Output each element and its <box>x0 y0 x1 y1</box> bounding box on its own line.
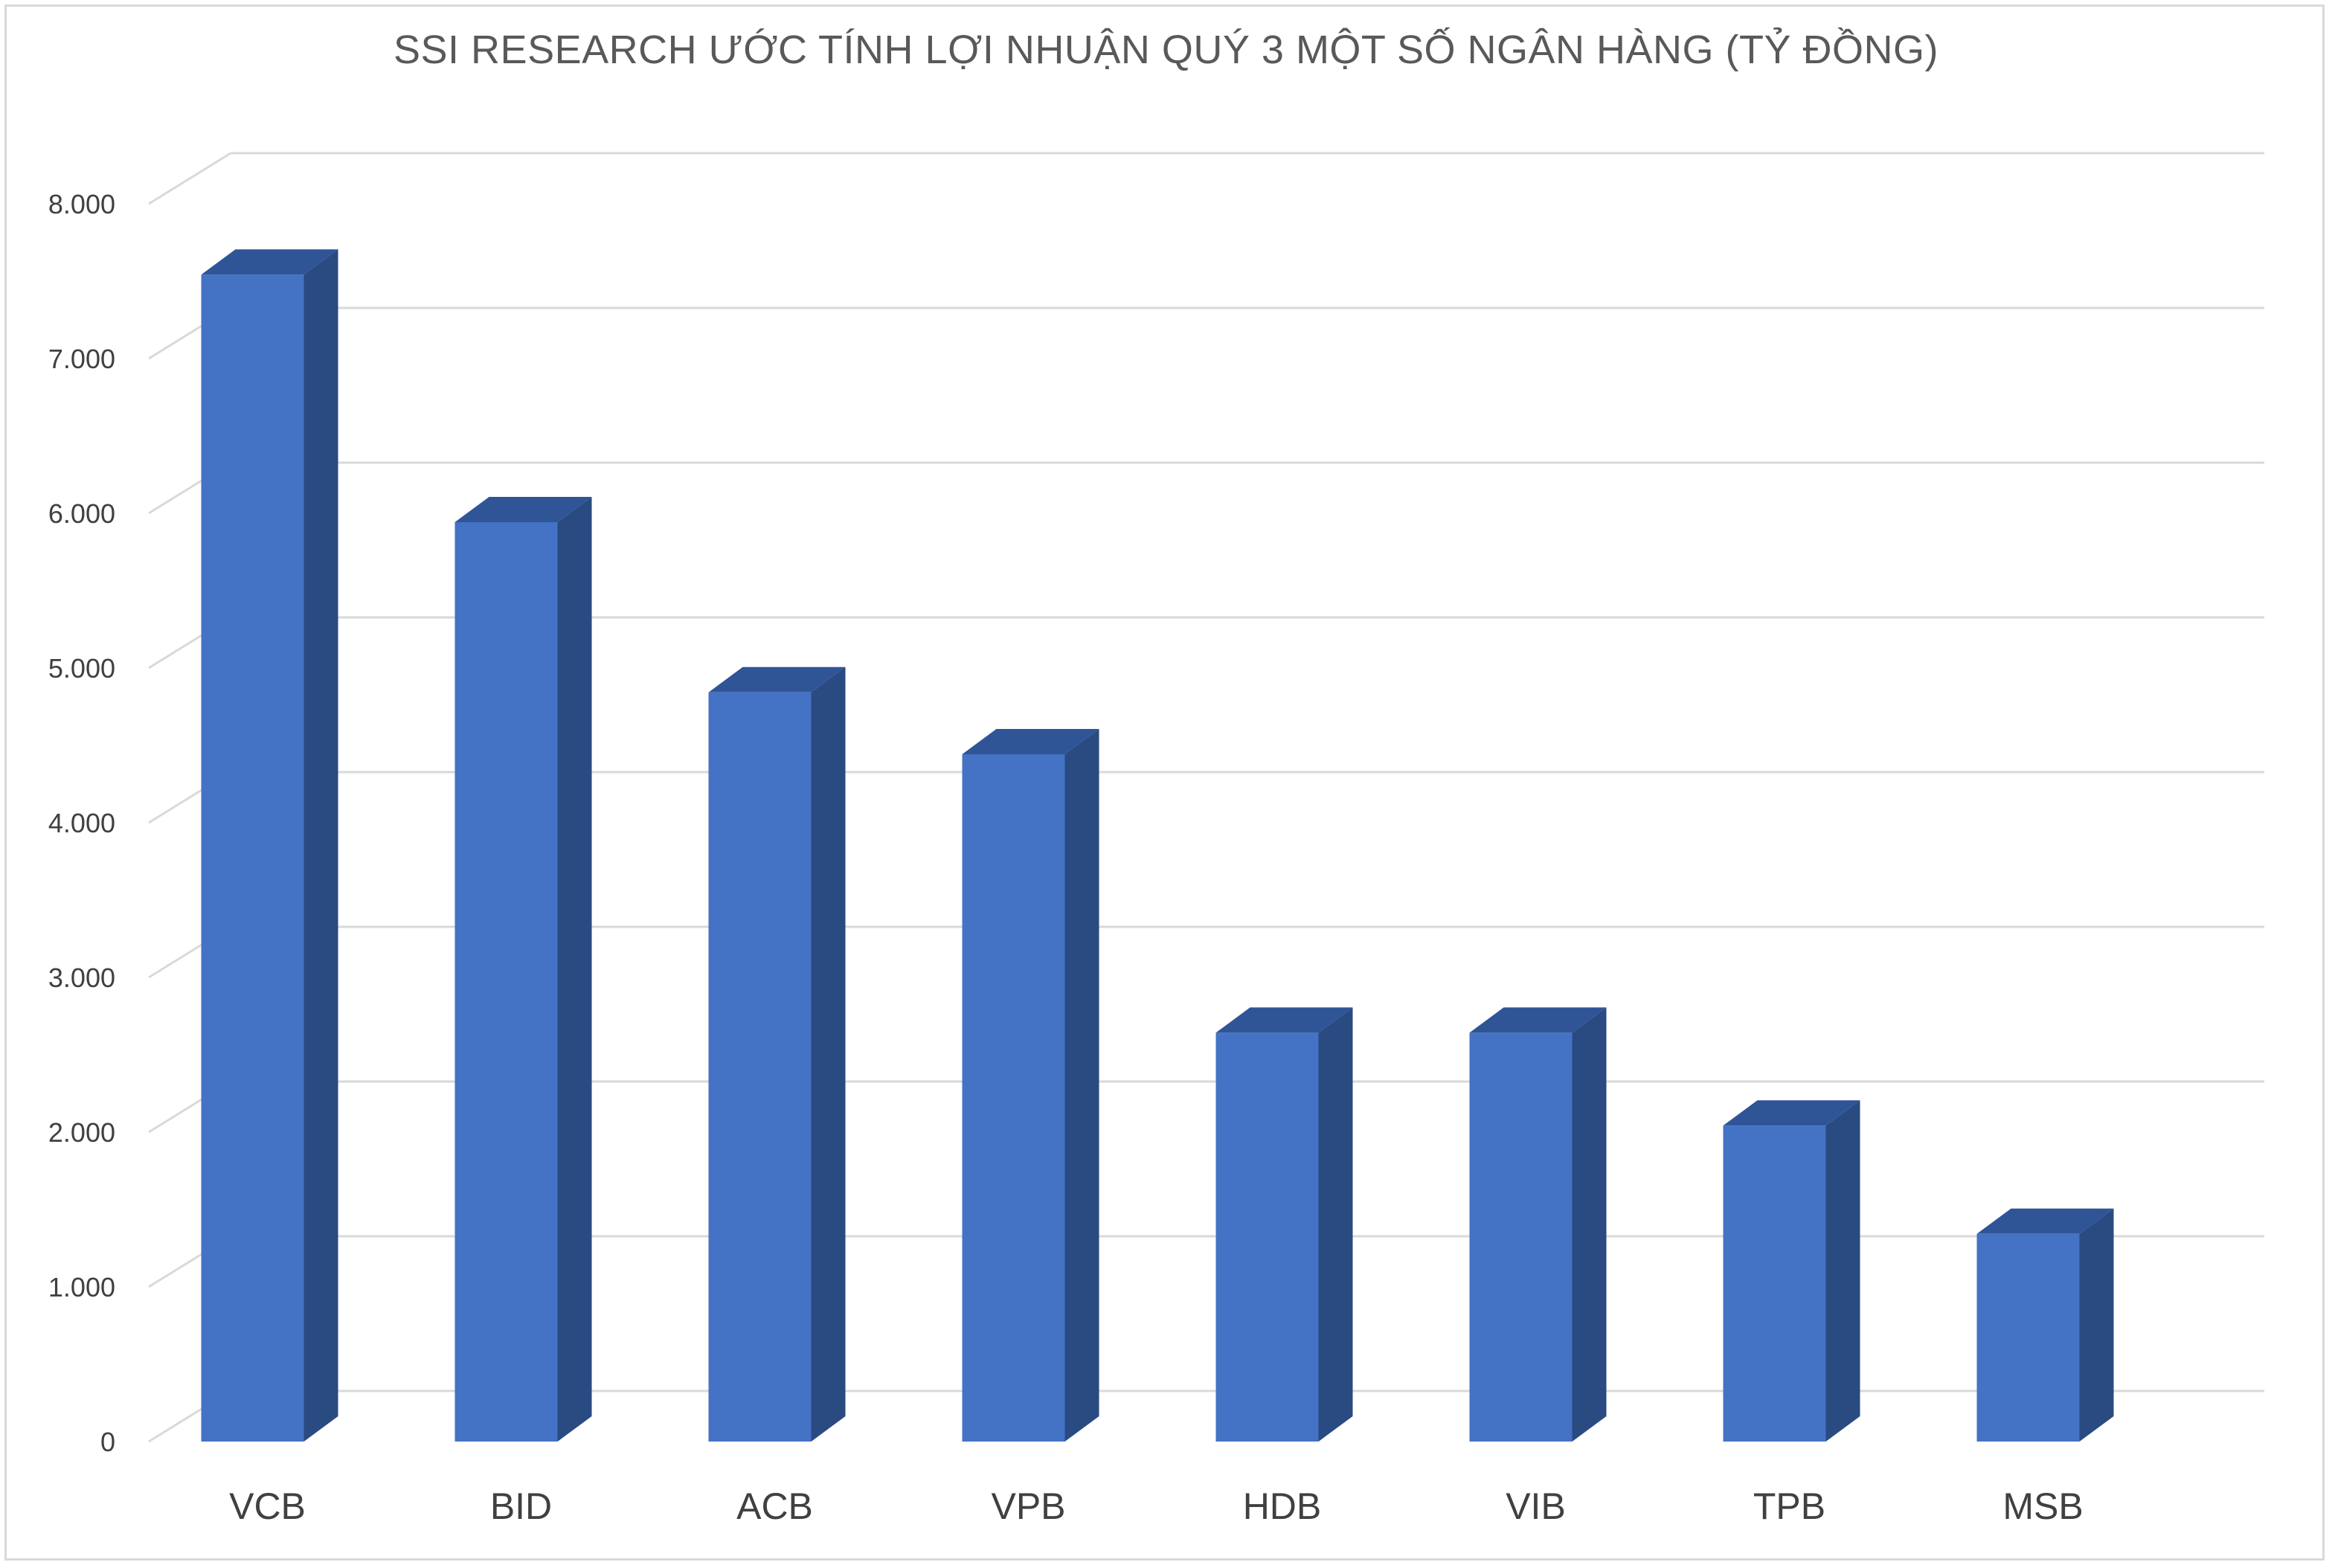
y-tick-label: 2.000 <box>48 1117 115 1148</box>
x-tick-label: VIB <box>1506 1485 1566 1527</box>
y-tick-label: 0 <box>100 1427 115 1457</box>
bar-side-face <box>1318 1007 1353 1442</box>
y-tick-label: 5.000 <box>48 653 115 684</box>
bar-side-face <box>1064 729 1099 1442</box>
bar <box>201 249 338 1442</box>
bar-side-face <box>1572 1007 1607 1442</box>
bar-front-face <box>1723 1125 1826 1442</box>
bar-layer <box>201 249 2114 1442</box>
bar-front-face <box>1976 1233 2080 1442</box>
bar-top-face <box>708 666 846 693</box>
bar-top-face <box>1723 1100 1860 1126</box>
bar <box>708 666 846 1442</box>
bar-side-face <box>303 249 338 1442</box>
x-tick-label: VCB <box>229 1485 306 1527</box>
chart-frame <box>4 4 2325 1561</box>
bar-top-face <box>1215 1007 1353 1033</box>
x-tick-label: HDB <box>1243 1485 1322 1527</box>
bar-side-face <box>2079 1208 2114 1442</box>
bar-side-face <box>811 666 846 1442</box>
bar-front-face <box>708 692 812 1442</box>
bar-side-face <box>1825 1100 1860 1442</box>
bar-side-face <box>557 497 592 1442</box>
y-tick-label: 8.000 <box>48 189 115 219</box>
x-tick-label: TPB <box>1753 1485 1825 1527</box>
bar-top-face <box>454 497 592 522</box>
bar <box>1976 1208 2114 1442</box>
x-tick-label: VPB <box>991 1485 1065 1527</box>
y-tick-label: 6.000 <box>48 498 115 529</box>
y-tick-label: 1.000 <box>48 1272 115 1302</box>
x-tick-label: MSB <box>2002 1485 2083 1527</box>
x-tick-label: ACB <box>736 1485 813 1527</box>
y-axis-tick-labels: 0 1.000 2.000 3.000 4.000 5.000 6.000 7.000 8.00… <box>48 189 115 1457</box>
bar-front-face <box>201 274 304 1442</box>
bar-front-face <box>962 754 1065 1442</box>
bar-top-face <box>201 249 338 275</box>
y-tick-label: 7.000 <box>48 344 115 374</box>
bar-front-face <box>1215 1032 1319 1442</box>
bar-front-face <box>454 522 558 1442</box>
bar <box>1215 1007 1353 1442</box>
y-tick-label: 3.000 <box>48 963 115 993</box>
gridline-side <box>148 152 231 205</box>
x-tick-label: BID <box>490 1485 552 1527</box>
bar-top-face <box>1976 1208 2114 1234</box>
bar-top-face <box>962 729 1099 754</box>
bar-front-face <box>1469 1032 1573 1442</box>
x-axis-tick-labels: VCB BID ACB VPB HDB VIB TPB MSB <box>229 1485 2084 1527</box>
y-tick-label: 4.000 <box>48 808 115 838</box>
bar <box>454 497 592 1442</box>
bar <box>962 729 1099 1442</box>
bar <box>1723 1100 1860 1442</box>
chart-title: SSI RESEARCH ƯỚC TÍNH LỢI NHUẬN QUÝ 3 MỘ… <box>394 28 1938 72</box>
bar <box>1469 1007 1607 1442</box>
bar-top-face <box>1469 1007 1607 1033</box>
